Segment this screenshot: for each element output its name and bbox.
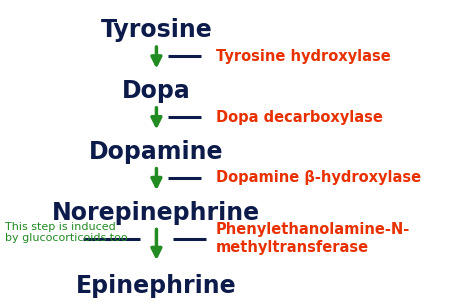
Text: This step is induced
by glucocorticoids too: This step is induced by glucocorticoids … [5,222,128,244]
Text: Tyrosine: Tyrosine [100,19,212,42]
Text: Epinephrine: Epinephrine [76,274,237,298]
Text: Dopamine: Dopamine [89,140,224,164]
Text: Norepinephrine: Norepinephrine [52,201,261,225]
Text: Phenylethanolamine-N-
methyltransferase: Phenylethanolamine-N- methyltransferase [216,223,410,255]
Text: Tyrosine hydroxylase: Tyrosine hydroxylase [216,49,391,64]
Text: Dopamine β-hydroxylase: Dopamine β-hydroxylase [216,170,421,185]
Text: Dopa decarboxylase: Dopa decarboxylase [216,109,383,125]
Text: Dopa: Dopa [122,79,191,103]
